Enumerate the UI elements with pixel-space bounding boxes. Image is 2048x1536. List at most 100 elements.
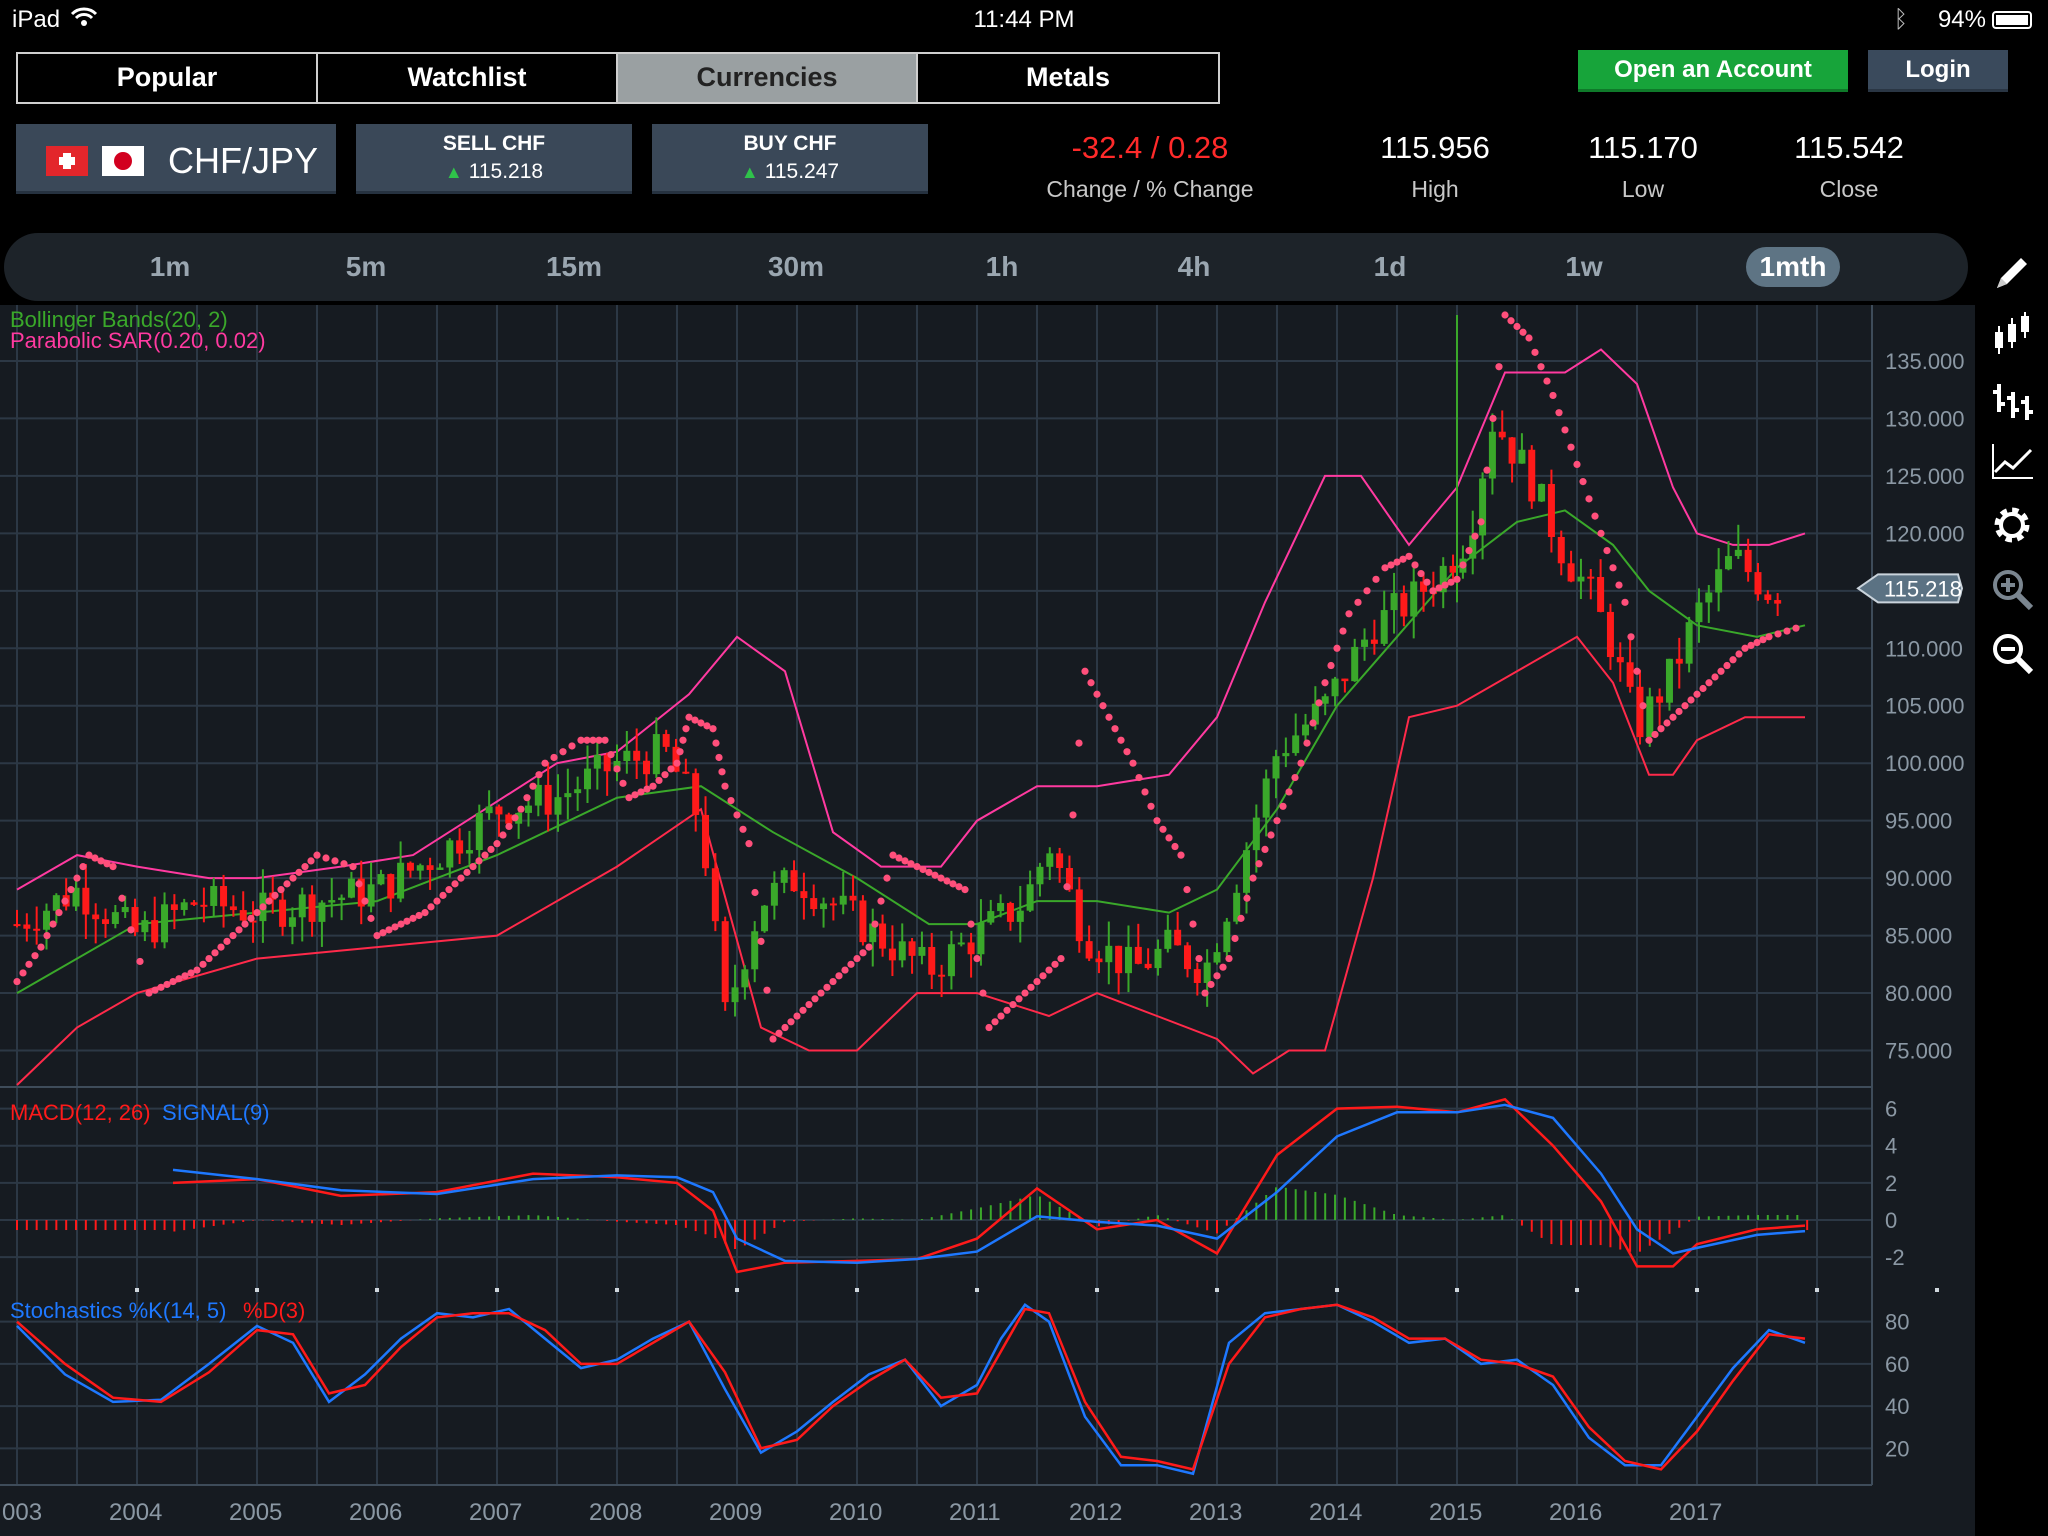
timeframe-15m[interactable]: 15m: [545, 251, 603, 282]
y-tick-label: 6: [1885, 1097, 1897, 1122]
sar-dot: [487, 845, 495, 854]
x-tick-label: 2016: [1549, 1499, 1602, 1526]
candle-down: [1006, 903, 1014, 922]
candle-up: [574, 789, 582, 794]
timeframe-1d[interactable]: 1d: [1373, 251, 1407, 282]
price-chart-svg[interactable]: 75.000 80.000 85.000 90.000 95.000 100.000 105…: [0, 305, 1975, 1536]
x-tick-label: 2006: [349, 1499, 402, 1526]
candle-down: [1115, 945, 1123, 974]
candle-down: [1626, 662, 1634, 687]
sar-dot: [583, 736, 591, 744]
candle-up: [1479, 478, 1487, 536]
x-tick-label: 2011: [949, 1499, 1001, 1526]
timeframe-1w[interactable]: 1w: [1565, 251, 1603, 282]
change-value: -32.4 / 0.28: [1071, 130, 1229, 165]
sar-dot: [1159, 825, 1167, 833]
timeframe-1h[interactable]: 1h: [985, 251, 1019, 282]
sar-dot: [1213, 972, 1221, 980]
candle-down: [1508, 437, 1516, 464]
sar-dot: [145, 989, 153, 997]
sar-dot: [589, 736, 597, 744]
zoom-in-icon[interactable]: [1989, 566, 2035, 612]
timeframe-1mth[interactable]: 1mth: [1746, 247, 1840, 287]
candle-up: [397, 862, 405, 899]
tab-watchlist[interactable]: Watchlist: [318, 54, 618, 102]
bar-chart-icon[interactable]: [1989, 378, 2035, 424]
sar-dot: [727, 796, 735, 805]
sar-dot: [757, 937, 765, 945]
zoom-out-icon[interactable]: [1989, 630, 2035, 676]
settings-gear-icon[interactable]: [1989, 502, 2035, 548]
sar-dot: [1183, 886, 1191, 894]
sar-dot: [409, 914, 417, 922]
timeframe-5m[interactable]: 5m: [345, 251, 387, 282]
candle-down: [1193, 969, 1201, 984]
sar-dot: [43, 931, 51, 940]
candlestick-icon[interactable]: [1989, 310, 2035, 356]
panel-tick-marker: [855, 1288, 859, 1292]
tab-metals[interactable]: Metals: [918, 54, 1218, 102]
panel-tick-marker: [1215, 1288, 1219, 1292]
sell-button[interactable]: SELL CHF ▲ 115.218: [356, 124, 632, 194]
sar-dot: [1519, 328, 1527, 336]
candle-up: [1233, 892, 1241, 922]
stochastics-panel: [16, 1303, 1806, 1476]
timeframe-4h[interactable]: 4h: [1177, 251, 1211, 282]
candle-down: [33, 928, 41, 931]
sar-dot: [157, 983, 165, 991]
instrument-selector[interactable]: CHF/JPY: [16, 124, 336, 194]
candle-up: [1203, 962, 1211, 984]
sar-dot: [817, 989, 825, 997]
tab-popular[interactable]: Popular: [18, 54, 318, 102]
candle-down: [239, 910, 247, 921]
sar-dot: [1675, 707, 1683, 716]
sar-dot: [679, 736, 687, 744]
timeframe-1m[interactable]: 1m: [149, 251, 191, 282]
candle-up: [780, 870, 788, 883]
candle-down: [1636, 686, 1644, 738]
sar-dot: [823, 983, 831, 991]
bollinger-lower-line: [16, 635, 1805, 1086]
sar-dot: [445, 886, 453, 894]
candle-down: [1095, 958, 1103, 963]
line-chart-icon[interactable]: [1989, 438, 2035, 484]
candle-up: [1154, 948, 1162, 969]
sar-dot: [1453, 575, 1461, 583]
sar-dot: [403, 917, 411, 925]
sar-dot: [925, 868, 933, 876]
candle-up: [1518, 449, 1526, 464]
login-button[interactable]: Login: [1868, 50, 2008, 92]
candle-down: [1420, 581, 1428, 592]
candle-up: [43, 910, 51, 930]
x-tick-label: 2014: [1309, 1499, 1362, 1526]
buy-button[interactable]: BUY CHF ▲ 115.247: [652, 124, 928, 194]
sar-dot: [433, 897, 441, 905]
candle-up: [1282, 753, 1290, 757]
timeframe-30m[interactable]: 30m: [767, 251, 825, 282]
candle-up: [1302, 724, 1310, 736]
x-tick-label: 2005: [229, 1499, 282, 1526]
sar-dot: [1591, 512, 1599, 520]
candle-down: [13, 924, 21, 927]
high-stat: 115.956 High: [1380, 130, 1490, 203]
candle-down: [829, 903, 837, 906]
open-account-button[interactable]: Open an Account: [1578, 50, 1848, 92]
candle-down: [1587, 576, 1595, 579]
sar-dot: [1501, 311, 1509, 319]
tab-currencies[interactable]: Currencies: [618, 54, 918, 102]
pencil-icon[interactable]: [1989, 250, 2035, 296]
sar-dot: [355, 880, 363, 888]
sar-dot: [973, 954, 981, 963]
candle-down: [1606, 611, 1614, 658]
panel-tick-marker: [495, 1288, 499, 1292]
sar-dot: [1615, 581, 1623, 589]
sar-dot: [859, 949, 867, 957]
candle-down: [1498, 431, 1506, 438]
sar-dot: [1333, 644, 1341, 652]
sar-dot: [1549, 391, 1557, 400]
sar-dot: [673, 759, 681, 767]
chart-area[interactable]: 75.000 80.000 85.000 90.000 95.000 100.000 105…: [0, 305, 1975, 1536]
sar-dot: [1621, 598, 1629, 606]
candle-up: [377, 874, 385, 885]
sar-dot: [1201, 989, 1209, 997]
